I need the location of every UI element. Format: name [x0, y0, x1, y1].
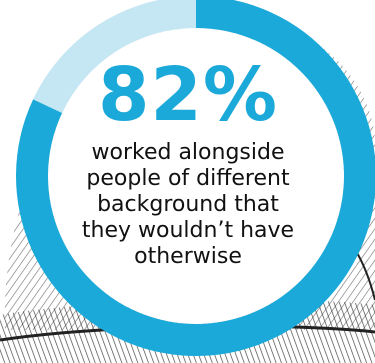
- stat-value: 82%: [97, 52, 279, 138]
- donut-center-label: 82% worked alongside people of different…: [72, 58, 304, 270]
- donut-remainder-segment: [33, 0, 196, 113]
- stat-caption: worked alongside people of different bac…: [81, 140, 295, 269]
- donut-inner-disc: [48, 28, 344, 324]
